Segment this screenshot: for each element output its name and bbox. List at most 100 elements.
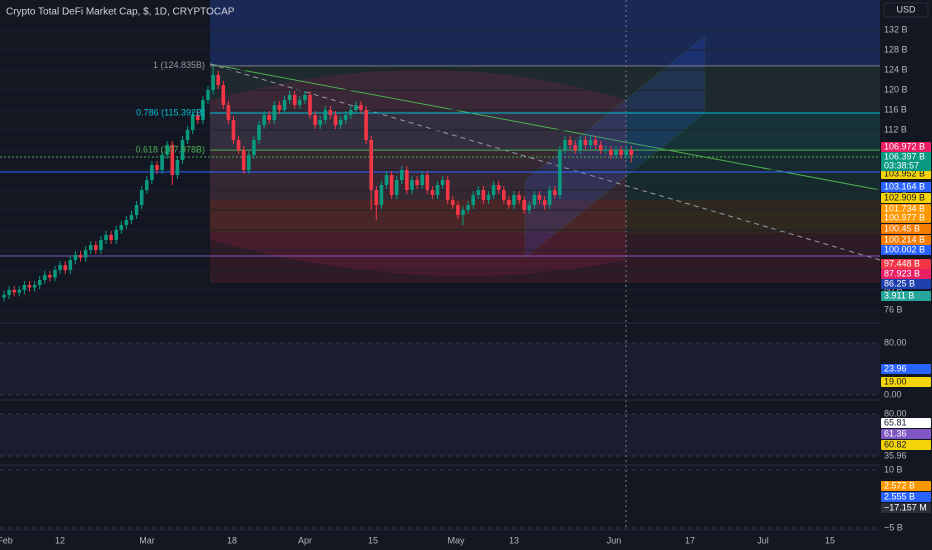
price-badge-label: 106.397 B <box>884 151 925 161</box>
candle-body <box>94 245 98 250</box>
candle-body <box>139 190 144 205</box>
candle-body <box>99 240 103 250</box>
candle-body <box>7 290 11 295</box>
zone <box>210 233 880 283</box>
grid <box>0 29 880 311</box>
y-tick-label: 76 B <box>884 304 903 314</box>
candle-body <box>88 245 93 250</box>
candle-body <box>216 75 220 85</box>
candle-body <box>517 195 521 200</box>
candle-body <box>593 140 598 145</box>
candle-body <box>165 145 169 155</box>
pane-tick-label: 80.00 <box>884 337 907 347</box>
x-tick-label: Jun <box>607 535 622 545</box>
price-badge <box>881 224 931 234</box>
candle-body <box>328 110 333 115</box>
fib-label: 0.618 (107.978B) <box>135 144 205 154</box>
candle-body <box>629 150 634 156</box>
countdown: 03:38:57 <box>884 160 919 170</box>
candle-body <box>420 175 424 185</box>
candle-body <box>507 200 511 205</box>
pane-tick-label: 35.96 <box>884 450 907 460</box>
candle-body <box>624 150 628 155</box>
price-badge <box>881 213 931 223</box>
candle-body <box>134 205 139 215</box>
band <box>0 414 880 456</box>
price-badge-label: 100.214 B <box>884 234 925 244</box>
price-badge <box>881 235 931 245</box>
candle-body <box>604 150 608 151</box>
zone <box>210 113 880 150</box>
candle-body <box>568 140 572 145</box>
price-badge <box>881 269 931 279</box>
candle-body <box>272 105 277 120</box>
candle-body <box>598 145 603 150</box>
price-badge-label: 106.972 B <box>884 141 925 151</box>
candle-body <box>2 295 6 298</box>
candle-body <box>308 95 312 115</box>
pane-tick-label: 0.00 <box>884 389 902 399</box>
candle-body <box>394 180 399 195</box>
x-tick-label: Apr <box>298 535 312 545</box>
price-badge <box>881 377 931 387</box>
candle-body <box>619 150 623 155</box>
y-tick-label: 124 B <box>884 64 908 74</box>
y-tick-label: 112 B <box>884 124 907 134</box>
candle-body <box>196 115 200 120</box>
candle-body <box>491 185 496 195</box>
candle-body <box>150 165 154 180</box>
candle-body <box>486 195 491 200</box>
price-badge-label: 103.952 B <box>884 168 925 178</box>
candle-body <box>129 215 134 220</box>
candle-body <box>435 185 440 195</box>
candle-body <box>287 95 292 100</box>
price-badge <box>881 152 931 162</box>
candle-body <box>267 115 271 120</box>
price-badge <box>881 418 931 428</box>
y-tick-label: 120 B <box>884 84 908 94</box>
candles <box>2 66 634 302</box>
candle-body <box>241 150 246 170</box>
candle-body <box>83 250 88 258</box>
price-badge-label: 87.923 B <box>884 268 920 278</box>
price-badge <box>881 440 931 450</box>
candle-body <box>496 185 501 190</box>
candle-body <box>415 180 419 185</box>
candle-body <box>481 190 486 200</box>
price-badge-label: 97.448 B <box>884 258 920 268</box>
candle-body <box>425 175 430 190</box>
countdown-badge <box>881 161 931 171</box>
candle-body <box>614 150 618 155</box>
candle-body <box>32 285 37 288</box>
candle-body <box>282 100 287 110</box>
candle-body <box>109 235 113 240</box>
pane-tick-label: 10 B <box>884 464 903 474</box>
x-tick-label: 13 <box>509 535 519 545</box>
candle-body <box>211 75 215 90</box>
candle-body <box>384 175 389 185</box>
price-badge <box>881 279 931 289</box>
candle-body <box>155 165 159 170</box>
candle-body <box>78 255 83 258</box>
currency-button[interactable] <box>883 2 929 18</box>
currency[interactable]: USD <box>896 4 916 14</box>
y-tick-label: 116 B <box>884 104 907 114</box>
price-badge-label: 65.81 <box>884 417 907 427</box>
x-tick-label: Jul <box>757 535 769 545</box>
candle-body <box>379 185 384 205</box>
candle-body <box>537 195 542 200</box>
candle-body <box>68 260 73 270</box>
candle-body <box>573 145 577 150</box>
candle-body <box>303 95 307 100</box>
candle-body <box>124 220 129 225</box>
x-tick-label: 12 <box>55 535 65 545</box>
candle-body <box>410 180 414 190</box>
candle-body <box>63 265 67 270</box>
trend-line <box>209 63 881 191</box>
candle-body <box>476 190 481 195</box>
price-badge <box>881 142 931 152</box>
candle-body <box>502 190 506 200</box>
candle-body <box>12 290 16 293</box>
y-tick-label: 80 B <box>884 284 903 294</box>
